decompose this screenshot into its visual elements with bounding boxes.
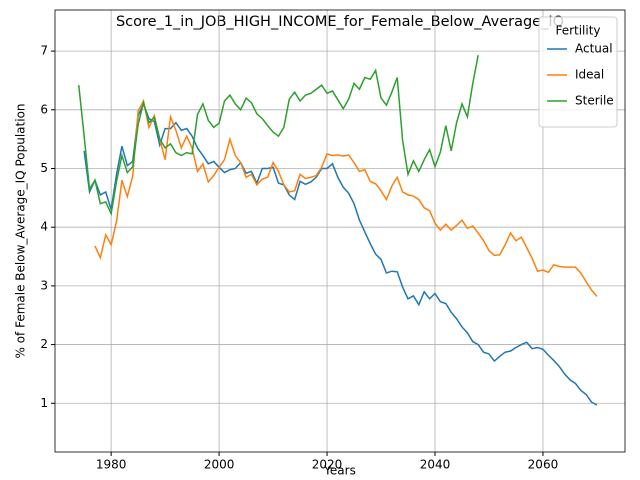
x-tick-label: 1980 [96,458,127,472]
legend-label: Actual [575,42,613,56]
plot-frame [54,9,626,453]
x-tick-label: 2000 [204,458,235,472]
y-axis-label: % of Female Below_Average_IQ Population [14,103,28,358]
y-tick-label: 5 [40,161,48,175]
x-tick-label: 2020 [312,458,343,472]
y-tick-label: 1 [40,396,48,410]
y-tick-label: 7 [40,44,48,58]
chart-title: Score_1_in_JOB_HIGH_INCOME_for_Female_Be… [116,14,564,30]
x-axis-label: Years [323,464,356,478]
legend-label: Sterile [575,94,614,108]
legend-box [538,16,618,128]
line [83,101,598,406]
line [94,98,598,297]
y-tick-label: 3 [40,278,48,292]
y-tick-label: 2 [40,337,48,351]
x-tick-label: 2060 [528,458,559,472]
y-tick-label: 6 [40,102,48,116]
y-tick-label: 4 [40,220,48,234]
legend-title: Fertility [555,24,600,38]
line [78,55,479,217]
x-tick-label: 2040 [420,458,451,472]
legend-label: Ideal [575,68,604,82]
